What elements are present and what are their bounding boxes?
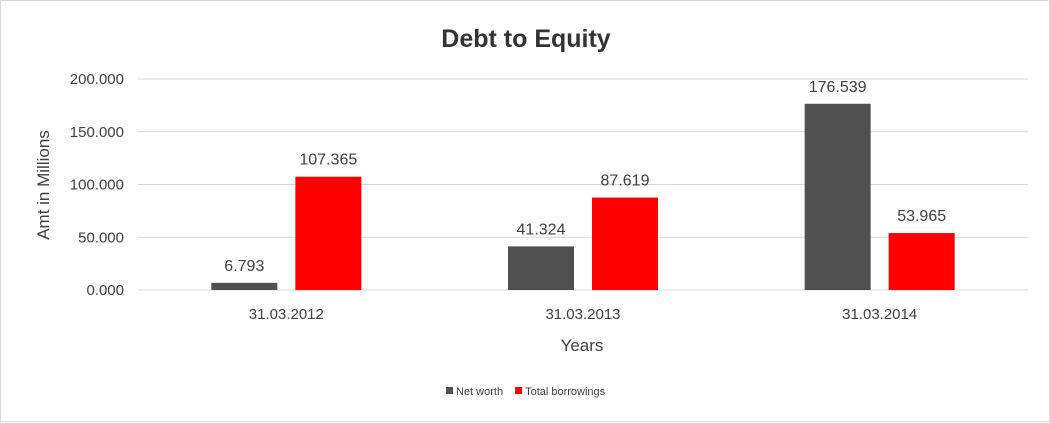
data-label: 6.793	[224, 258, 264, 275]
bar	[508, 246, 574, 290]
y-axis-title: Amt in Millions	[34, 130, 53, 240]
data-label: 87.619	[601, 173, 650, 190]
x-tick-label: 31.03.2014	[842, 306, 917, 323]
data-labels: 6.793 107.365 41.324 87.619 176.539 53.965	[224, 79, 946, 275]
x-axis-ticks: 31.03.2012 31.03.2013 31.03.2014	[249, 306, 917, 323]
bar	[804, 103, 871, 290]
bars	[211, 103, 955, 290]
legend-swatch	[515, 387, 523, 394]
gridlines	[138, 78, 1028, 291]
data-label: 41.324	[517, 221, 566, 238]
x-tick-label: 31.03.2012	[249, 306, 324, 323]
data-label: 176.539	[809, 79, 867, 96]
bar	[211, 282, 278, 290]
y-tick-label: 150.000	[70, 124, 124, 141]
legend-label: Total borrowings	[525, 386, 606, 398]
data-label: 107.365	[299, 152, 357, 169]
y-tick-label: 100.000	[70, 177, 124, 194]
bar	[295, 176, 362, 290]
x-tick-label: 31.03.2013	[545, 306, 620, 323]
legend: Net worth Total borrowings	[446, 386, 606, 398]
y-tick-label: 200.000	[70, 71, 124, 88]
y-axis-ticks: 0.000 50.000 100.000 150.000 200.000	[70, 71, 124, 299]
data-label: 53.965	[897, 208, 946, 225]
y-tick-label: 0.000	[86, 282, 124, 299]
legend-label: Net worth	[456, 386, 503, 398]
bar	[888, 233, 955, 290]
legend-swatch	[446, 387, 453, 394]
bar	[592, 197, 658, 290]
x-axis-title: Years	[561, 336, 604, 355]
y-tick-label: 50.000	[78, 229, 124, 246]
chart-title: Debt to Equity	[441, 25, 611, 53]
